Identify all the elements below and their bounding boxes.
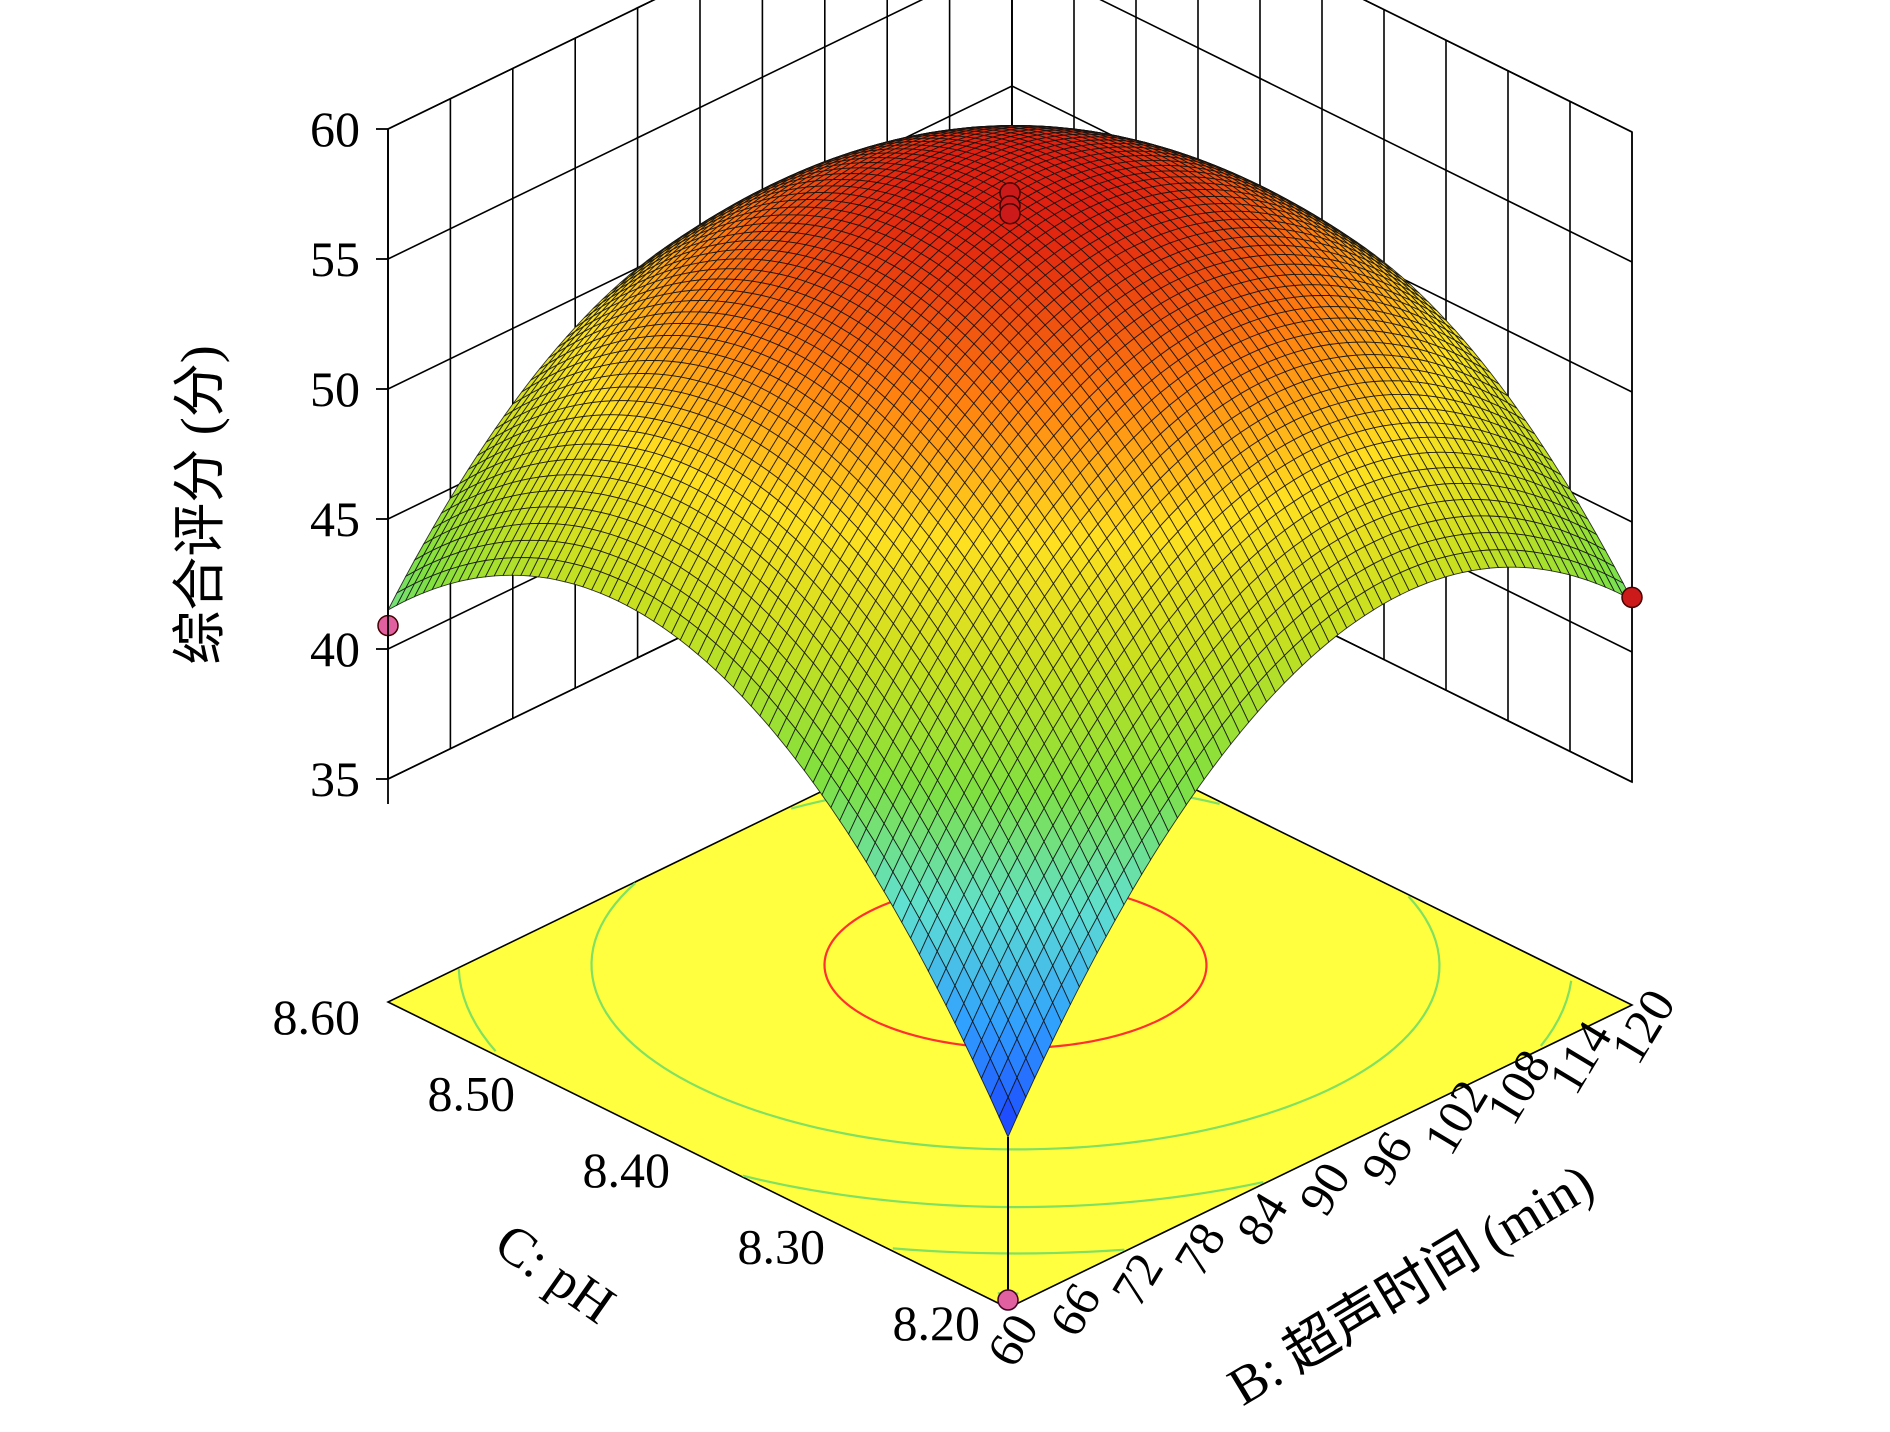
y-tick-label: 8.20 (893, 1295, 981, 1351)
z-axis-label: 综合评分 (分) (170, 345, 230, 664)
y-tick-label: 8.30 (738, 1219, 826, 1275)
z-tick-label: 60 (310, 101, 360, 157)
z-tick-label: 55 (310, 231, 360, 287)
y-axis-label: C: pH (485, 1211, 626, 1335)
y-tick-label: 8.40 (583, 1142, 671, 1198)
x-tick-label: 120 (1599, 980, 1686, 1073)
y-tick-label: 8.50 (428, 1066, 516, 1122)
design-point (1622, 587, 1642, 607)
x-axis-label: B: 超声时间 (min) (1218, 1152, 1604, 1417)
y-tick-label: 8.60 (273, 989, 361, 1045)
z-tick-label: 45 (310, 491, 360, 547)
z-tick-label: 35 (310, 751, 360, 807)
z-tick-label: 40 (310, 621, 360, 677)
design-point (1000, 204, 1020, 224)
z-tick-label: 50 (310, 361, 360, 417)
